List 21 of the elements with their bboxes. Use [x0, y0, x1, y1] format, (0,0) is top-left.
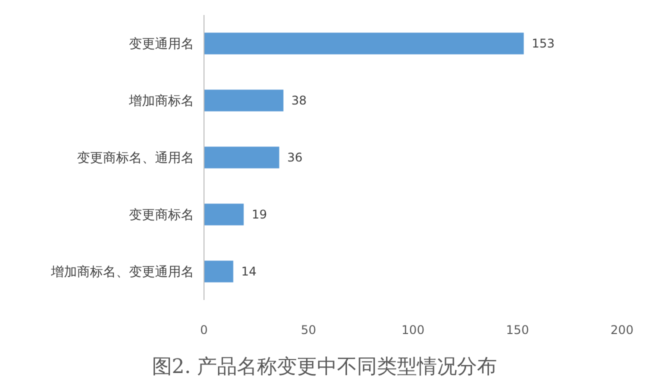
x-tick-label: 0 [200, 323, 208, 337]
bar [204, 146, 280, 168]
bar [204, 32, 524, 54]
data-label: 14 [241, 264, 257, 279]
y-tick-label: 变更商标名、通用名 [77, 151, 194, 166]
text: 图2. 产品名称变更中不同类型情况分布 [152, 354, 498, 378]
x-tick-label: 200 [610, 323, 634, 337]
y-tick-label: 变更商标名 [129, 208, 194, 224]
x-tick-label: 50 [300, 323, 316, 337]
data-label: 36 [287, 150, 303, 165]
y-tick-label: 增加商标名 [128, 94, 194, 110]
y-tick-label: 增加商标名、变更通用名 [50, 265, 194, 280]
bar [204, 90, 284, 112]
x-tick-label: 150 [506, 323, 529, 337]
x-tick-label: 100 [402, 323, 424, 337]
data-label: 153 [532, 36, 555, 51]
bar [204, 260, 234, 282]
bar [204, 204, 244, 226]
y-tick-label: 变更通用名 [129, 37, 194, 52]
data-label: 19 [252, 208, 267, 222]
data-label: 38 [291, 94, 307, 108]
